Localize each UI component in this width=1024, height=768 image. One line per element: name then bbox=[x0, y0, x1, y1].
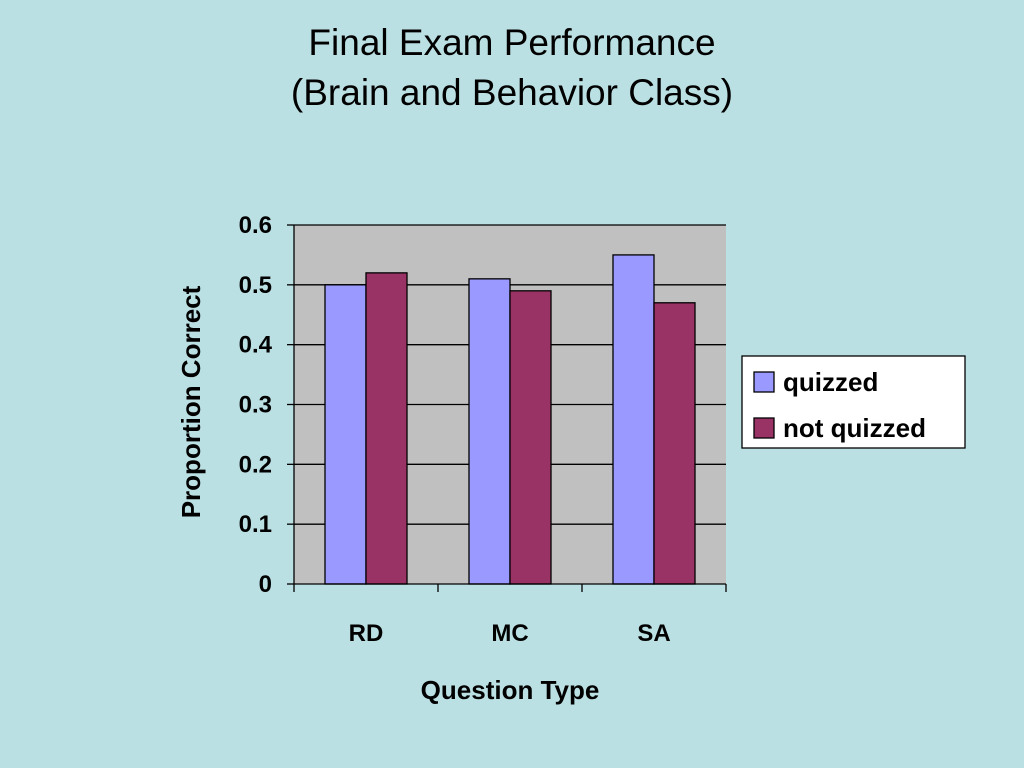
y-tick-label: 0.2 bbox=[239, 451, 272, 478]
legend-swatch-quizzed bbox=[753, 371, 775, 393]
y-axis-title: Proportion Correct bbox=[176, 285, 206, 518]
y-tick-labels: 0 0.1 0.2 0.3 0.4 0.5 0.6 bbox=[239, 212, 273, 598]
bar-sa-not-quizzed bbox=[653, 302, 696, 585]
legend-swatch-not-quizzed bbox=[753, 417, 775, 439]
legend-label: quizzed bbox=[783, 367, 878, 397]
y-tick-label: 0.5 bbox=[239, 272, 272, 299]
x-axis-title: Question Type bbox=[421, 675, 600, 705]
legend: quizzed not quizzed bbox=[741, 355, 966, 449]
chart-title-line-1: Final Exam Performance bbox=[308, 22, 716, 63]
x-tick-labels: RD MC SA bbox=[349, 620, 671, 647]
bar-rd-not-quizzed bbox=[365, 272, 408, 585]
x-tick-label: MC bbox=[491, 620, 528, 647]
bar-mc-quizzed bbox=[468, 278, 511, 585]
bar-sa-quizzed bbox=[612, 254, 655, 585]
chart-title-line-2: (Brain and Behavior Class) bbox=[290, 72, 734, 113]
axes bbox=[287, 224, 727, 592]
y-tick-label: 0.6 bbox=[239, 212, 272, 239]
legend-label: not quizzed bbox=[783, 413, 926, 443]
y-tick-label: 0 bbox=[259, 571, 272, 598]
x-tick-label: SA bbox=[637, 620, 670, 647]
y-tick-label: 0.1 bbox=[239, 511, 272, 538]
x-tick-label: RD bbox=[349, 620, 384, 647]
bars bbox=[324, 254, 696, 585]
bar-mc-not-quizzed bbox=[509, 290, 552, 585]
y-tick-label: 0.4 bbox=[239, 332, 273, 359]
y-tick-label: 0.3 bbox=[239, 392, 272, 419]
chart-title: Final Exam Performance (Brain and Behavi… bbox=[0, 18, 1024, 118]
bar-rd-quizzed bbox=[324, 284, 367, 585]
legend-box bbox=[741, 355, 966, 449]
